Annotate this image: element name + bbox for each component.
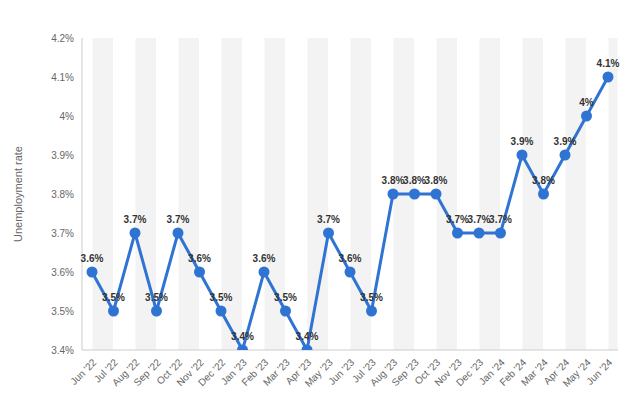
svg-text:Jun '23: Jun '23 bbox=[326, 356, 357, 387]
svg-text:3.9%: 3.9% bbox=[51, 150, 74, 161]
svg-text:Aug '23: Aug '23 bbox=[367, 356, 400, 389]
svg-text:3.7%: 3.7% bbox=[446, 214, 469, 225]
svg-text:Nov '22: Nov '22 bbox=[174, 356, 206, 389]
svg-text:3.9%: 3.9% bbox=[554, 136, 577, 147]
svg-text:Mar '23: Mar '23 bbox=[260, 356, 292, 388]
svg-text:3.6%: 3.6% bbox=[339, 253, 362, 264]
svg-text:Dec '23: Dec '23 bbox=[453, 356, 486, 389]
svg-text:Jan '23: Jan '23 bbox=[218, 356, 249, 387]
svg-text:Nov '23: Nov '23 bbox=[432, 356, 464, 389]
svg-text:Apr '24: Apr '24 bbox=[541, 356, 572, 387]
svg-text:3.7%: 3.7% bbox=[51, 228, 74, 239]
svg-text:3.7%: 3.7% bbox=[489, 214, 512, 225]
svg-text:Aug '22: Aug '22 bbox=[109, 356, 142, 389]
svg-text:Apr '23: Apr '23 bbox=[283, 356, 314, 387]
svg-text:Unemployment rate: Unemployment rate bbox=[12, 146, 24, 242]
svg-text:3.7%: 3.7% bbox=[468, 214, 491, 225]
svg-text:Oct '23: Oct '23 bbox=[412, 356, 443, 387]
svg-text:May '24: May '24 bbox=[560, 356, 593, 389]
svg-text:3.7%: 3.7% bbox=[167, 214, 190, 225]
svg-text:3.8%: 3.8% bbox=[403, 175, 426, 186]
svg-text:Jul '22: Jul '22 bbox=[91, 356, 120, 385]
svg-text:3.4%: 3.4% bbox=[231, 331, 254, 342]
svg-text:3.5%: 3.5% bbox=[102, 292, 125, 303]
svg-text:Feb '24: Feb '24 bbox=[497, 356, 529, 388]
svg-text:3.4%: 3.4% bbox=[296, 331, 319, 342]
svg-text:3.7%: 3.7% bbox=[317, 214, 340, 225]
svg-text:3.5%: 3.5% bbox=[274, 292, 297, 303]
svg-text:3.5%: 3.5% bbox=[210, 292, 233, 303]
svg-text:Jun '22: Jun '22 bbox=[68, 356, 99, 387]
svg-text:3.6%: 3.6% bbox=[81, 253, 104, 264]
svg-text:3.4%: 3.4% bbox=[51, 345, 74, 356]
svg-text:Jan '24: Jan '24 bbox=[476, 356, 507, 387]
svg-text:3.6%: 3.6% bbox=[253, 253, 276, 264]
svg-text:4.1%: 4.1% bbox=[597, 58, 620, 69]
svg-text:Sep '23: Sep '23 bbox=[389, 356, 421, 389]
svg-text:Jul '23: Jul '23 bbox=[349, 356, 378, 385]
svg-text:3.8%: 3.8% bbox=[532, 175, 555, 186]
svg-text:Jun '24: Jun '24 bbox=[584, 356, 615, 387]
svg-text:Dec '22: Dec '22 bbox=[195, 356, 228, 389]
svg-text:3.5%: 3.5% bbox=[360, 292, 383, 303]
svg-text:3.8%: 3.8% bbox=[51, 189, 74, 200]
svg-text:May '23: May '23 bbox=[302, 356, 335, 389]
svg-text:Feb '23: Feb '23 bbox=[239, 356, 271, 388]
svg-text:4%: 4% bbox=[579, 97, 594, 108]
svg-text:3.7%: 3.7% bbox=[124, 214, 147, 225]
svg-text:3.8%: 3.8% bbox=[425, 175, 448, 186]
svg-text:Mar '24: Mar '24 bbox=[518, 356, 550, 388]
svg-text:3.5%: 3.5% bbox=[145, 292, 168, 303]
svg-text:3.5%: 3.5% bbox=[51, 306, 74, 317]
svg-text:4.2%: 4.2% bbox=[51, 33, 74, 44]
svg-text:3.9%: 3.9% bbox=[511, 136, 534, 147]
svg-text:Sep '22: Sep '22 bbox=[131, 356, 163, 389]
svg-text:Oct '22: Oct '22 bbox=[154, 356, 185, 387]
svg-text:3.6%: 3.6% bbox=[188, 253, 211, 264]
svg-text:4%: 4% bbox=[60, 111, 75, 122]
svg-text:3.8%: 3.8% bbox=[382, 175, 405, 186]
svg-text:4.1%: 4.1% bbox=[51, 72, 74, 83]
svg-text:3.6%: 3.6% bbox=[51, 267, 74, 278]
